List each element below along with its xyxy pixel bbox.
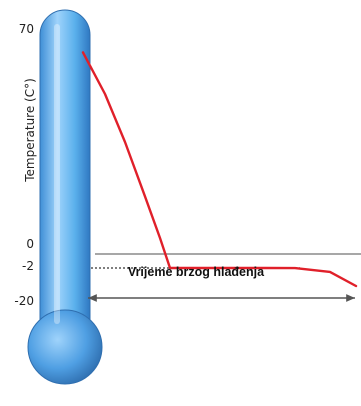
y-tick-label-minus-2: -2 [22,259,34,273]
thermometer-icon [27,9,103,385]
y-axis-label: Temperature (C°) [23,78,37,183]
y-tick-label-minus-20: -20 [14,294,34,308]
y-tick-label-0: 0 [26,237,34,251]
y-tick-label-70: 70 [19,22,34,36]
cooling-curve [81,51,358,288]
rapid-cooling-time-label: Vrijeme brzog hlađenja [128,265,265,279]
